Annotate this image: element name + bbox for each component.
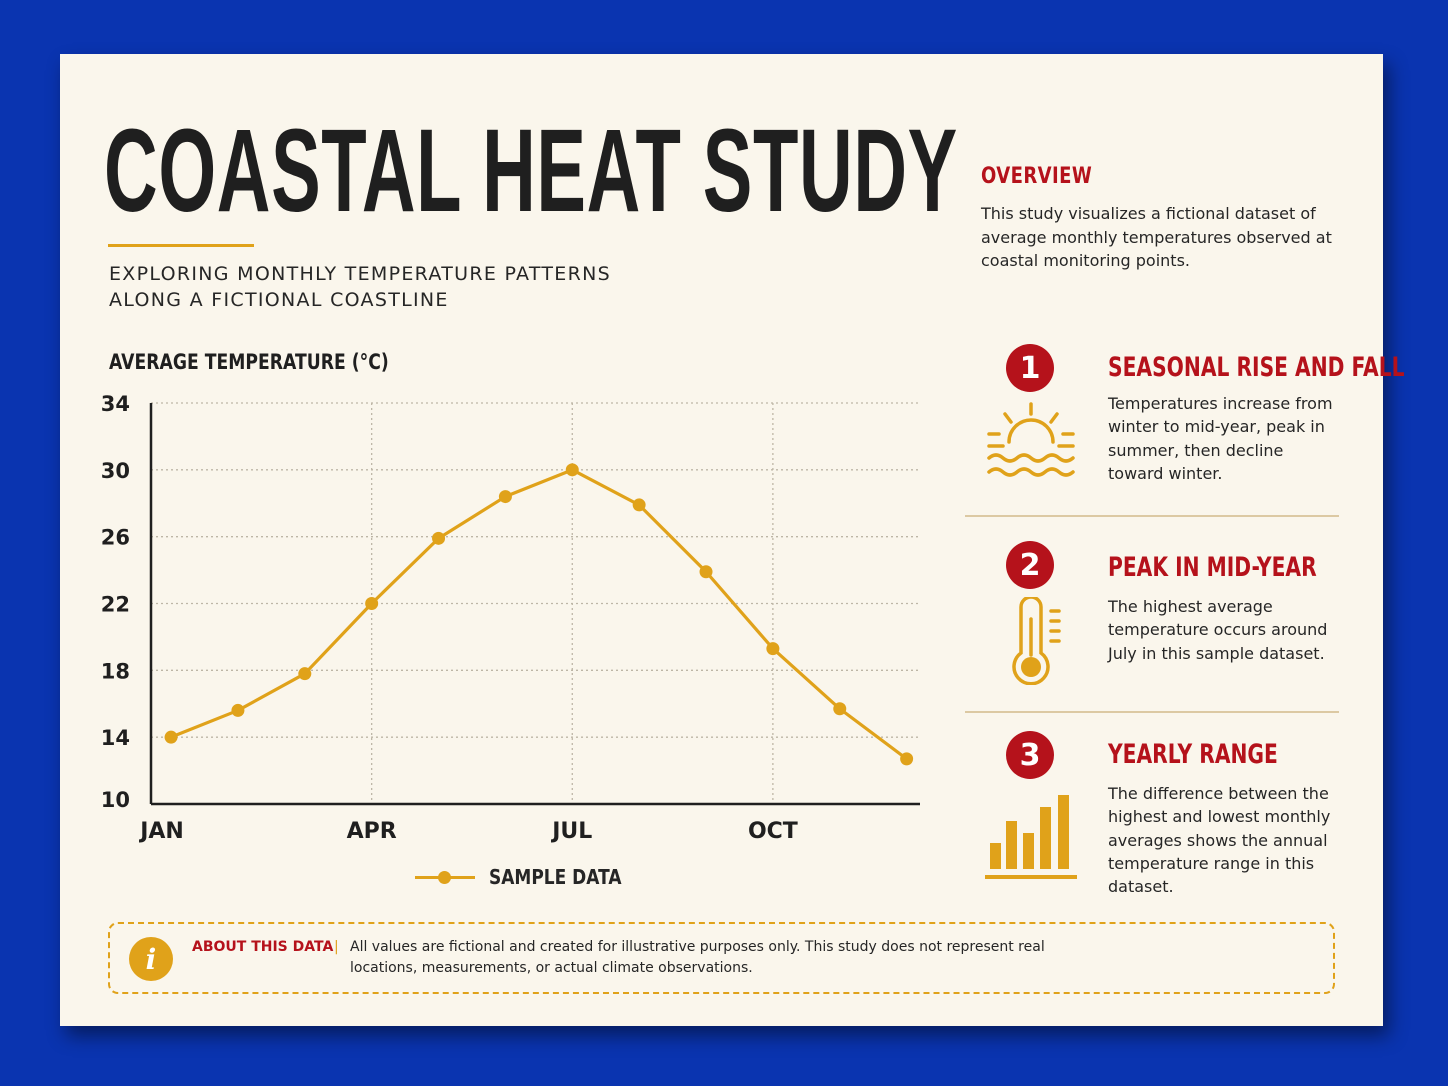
subtitle-line-2: ALONG A FICTIONAL COASTLINE [109, 289, 449, 311]
note-text: All values are fictional and created for… [350, 939, 1045, 976]
data-point [833, 702, 847, 716]
thermometer-icon [1012, 597, 1061, 685]
subtitle: EXPLORING MONTHLY TEMPERATURE PATTERNS A… [109, 261, 669, 313]
feature-heading-3: YEARLY RANGE [1108, 739, 1278, 770]
section-divider-2 [965, 711, 1339, 713]
x-tick-label: OCT [748, 819, 798, 844]
y-tick-label: 30 [101, 459, 130, 483]
y-tick-label: 10 [101, 788, 130, 812]
x-tick-label: JUL [550, 819, 592, 844]
chart-legend: SAMPLE DATA [415, 862, 645, 892]
legend-swatch [415, 870, 475, 884]
data-point [766, 642, 780, 656]
y-tick-label: 34 [101, 392, 130, 416]
feature-heading-2: PEAK IN MID-YEAR [1108, 552, 1317, 583]
data-point [432, 531, 446, 545]
sun-over-waves-icon [987, 402, 1075, 477]
legend-label: SAMPLE DATA [489, 865, 622, 889]
info-icon: i [129, 937, 173, 981]
y-tick-label: 14 [101, 726, 130, 750]
overview-heading: OVERVIEW [981, 164, 1093, 189]
data-point [900, 752, 914, 766]
page-title: COASTAL HEAT STUDY [104, 105, 958, 237]
legend-marker [438, 870, 451, 884]
data-point [231, 703, 245, 717]
note-label: ABOUT THIS DATA [192, 939, 334, 955]
section-divider-1 [965, 515, 1339, 517]
feature-text-2: The highest average temperature occurs a… [1108, 597, 1328, 663]
data-point [699, 565, 713, 579]
overview-text: This study visualizes a fictional datase… [981, 204, 1332, 270]
feature-range: 3 YEARLY RANGE The difference between th… [965, 729, 1340, 904]
about-data-note: i ABOUT THIS DATA | All values are ficti… [108, 922, 1335, 994]
temperature-line-chart: 10 14 18 22 26 30 34 JAN APR JUL OCT [101, 392, 920, 844]
feature-peak: 2 PEAK IN MID-YEAR The highest average t… [965, 539, 1340, 709]
note-separator: | [334, 939, 339, 955]
data-point [365, 597, 379, 610]
x-tick-label: JAN [138, 819, 184, 844]
x-tick-label: APR [347, 819, 397, 844]
number-badge-1: 1 [1006, 344, 1054, 392]
y-axis-title: AVERAGE TEMPERATURE (°C) [109, 350, 389, 374]
y-tick-label: 18 [101, 659, 130, 683]
y-tick-label: 26 [101, 526, 130, 550]
y-tick-label: 22 [101, 593, 130, 617]
data-point [632, 498, 646, 512]
data-point [298, 667, 312, 681]
feature-seasonal: 1 SEASONAL RISE AND FALL Temperatures in… [965, 342, 1405, 512]
title-underline [108, 244, 254, 247]
feature-heading-1: SEASONAL RISE AND FALL [1108, 352, 1405, 383]
subtitle-line-1: EXPLORING MONTHLY TEMPERATURE PATTERNS [109, 263, 611, 285]
number-badge-3: 3 [1006, 731, 1054, 779]
data-point [164, 730, 178, 744]
bar-chart-icon [985, 795, 1077, 879]
series-line [170, 468, 908, 761]
data-point [565, 463, 579, 477]
feature-text-3: The difference between the highest and l… [1108, 784, 1331, 897]
infographic-card: COASTAL HEAT STUDY EXPLORING MONTHLY TEM… [60, 54, 1405, 1026]
feature-text-1: Temperatures increase from winter to mid… [1108, 394, 1333, 483]
number-badge-2: 2 [1006, 541, 1054, 589]
data-point [498, 490, 512, 504]
